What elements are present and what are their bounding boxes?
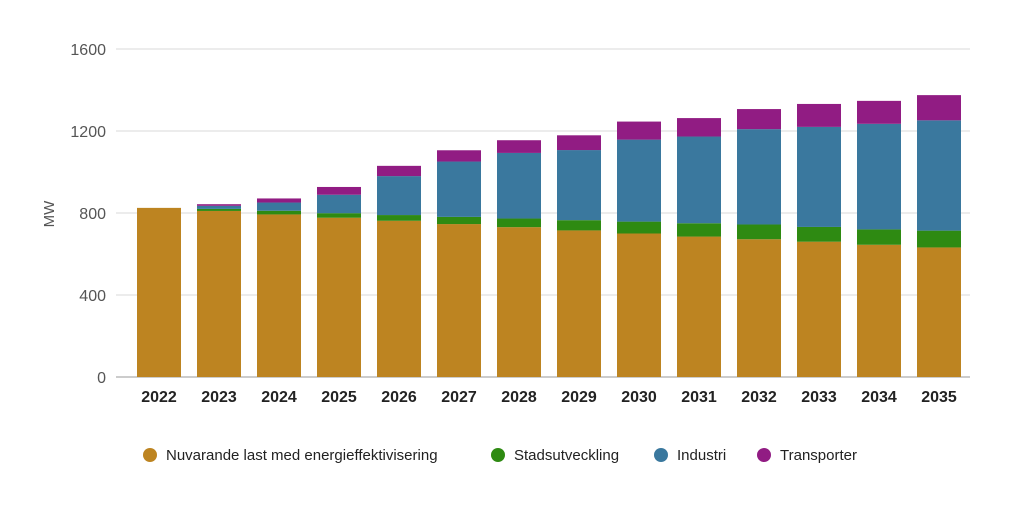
bar-segment <box>437 224 481 377</box>
y-tick-label: 800 <box>79 206 106 223</box>
bar-segment <box>677 118 721 137</box>
y-axis-label: MW <box>41 200 58 227</box>
legend-marker <box>757 448 771 462</box>
y-tick-label: 0 <box>97 370 106 387</box>
bar-segment <box>497 218 541 228</box>
x-tick-label: 2024 <box>261 389 297 406</box>
bar-segment <box>197 208 241 211</box>
bar-segment <box>917 120 961 231</box>
axes: MW <box>41 200 58 227</box>
bar-segment <box>737 109 781 130</box>
legend-label: Stadsutveckling <box>514 447 619 464</box>
bar-segment <box>857 100 901 124</box>
bar-segment <box>317 194 361 214</box>
bar-segment <box>737 239 781 377</box>
x-tick-label: 2026 <box>381 389 417 406</box>
legend-label: Industri <box>677 447 726 464</box>
bar-segment <box>677 223 721 237</box>
bar-segment <box>437 161 481 217</box>
bar-segment <box>497 152 541 219</box>
legend-label: Nuvarande last med energieffektivisering <box>166 447 438 464</box>
bar-segment <box>257 210 301 215</box>
bar-segment <box>857 244 901 377</box>
bar-segment <box>257 202 301 211</box>
bar-segment <box>917 247 961 377</box>
bar-segment <box>797 103 841 127</box>
bar-segment <box>317 217 361 377</box>
bar-segment <box>857 123 901 230</box>
x-tick-label: 2032 <box>741 389 777 406</box>
bar-segment <box>917 95 961 121</box>
bar-segment <box>197 205 241 209</box>
x-tick-label: 2022 <box>141 389 177 406</box>
bar-segment <box>557 135 601 151</box>
bar-segment <box>377 215 421 221</box>
bar-segment <box>737 129 781 225</box>
bar-segment <box>197 204 241 206</box>
bar-segment <box>197 210 241 377</box>
bar-segment <box>557 150 601 221</box>
legend-marker <box>491 448 505 462</box>
bar-segment <box>437 216 481 225</box>
x-tick-label: 2030 <box>621 389 657 406</box>
y-tick-label: 400 <box>79 288 106 305</box>
bar-segment <box>437 150 481 162</box>
bar-segment <box>617 121 661 140</box>
bar-segment <box>917 230 961 248</box>
bar-segment <box>617 233 661 377</box>
bar-segment <box>617 139 661 222</box>
bar-segment <box>797 241 841 377</box>
bar-segment <box>557 220 601 231</box>
bar-segment <box>317 213 361 218</box>
bar-segment <box>617 221 661 234</box>
x-tick-label: 2033 <box>801 389 837 406</box>
y-tick-label: 1600 <box>70 42 106 59</box>
bar-segment <box>557 230 601 377</box>
bar-segment <box>737 224 781 240</box>
bar-segment <box>677 136 721 224</box>
x-tick-label: 2031 <box>681 389 717 406</box>
x-tick-label: 2035 <box>921 389 957 406</box>
bar-segment <box>377 165 421 177</box>
bar-segment <box>317 186 361 195</box>
bar-segment <box>797 126 841 227</box>
bar-segment <box>377 220 421 377</box>
x-tick-label: 2034 <box>861 389 897 406</box>
bar-segment <box>257 198 301 203</box>
x-tick-label: 2025 <box>321 389 357 406</box>
x-tick-label: 2023 <box>201 389 237 406</box>
legend: Nuvarande last med energieffektivisering… <box>143 447 857 464</box>
legend-label: Transporter <box>780 447 857 464</box>
bar-segment <box>257 214 301 377</box>
bar-segment <box>137 207 181 377</box>
bar-segment <box>497 227 541 377</box>
y-tick-label: 1200 <box>70 124 106 141</box>
x-tick-label: 2029 <box>561 389 597 406</box>
bar-segment <box>677 236 721 377</box>
bar-segment <box>797 226 841 242</box>
bar-segment <box>497 140 541 153</box>
x-tick-label: 2027 <box>441 389 477 406</box>
x-tick-label: 2028 <box>501 389 537 406</box>
bar-segment <box>857 229 901 245</box>
bars: 2022 2023 2024 2025 2026 2027 2028 2029 2030 2031… <box>137 95 961 406</box>
legend-marker <box>143 448 157 462</box>
legend-marker <box>654 448 668 462</box>
bar-segment <box>377 176 421 216</box>
